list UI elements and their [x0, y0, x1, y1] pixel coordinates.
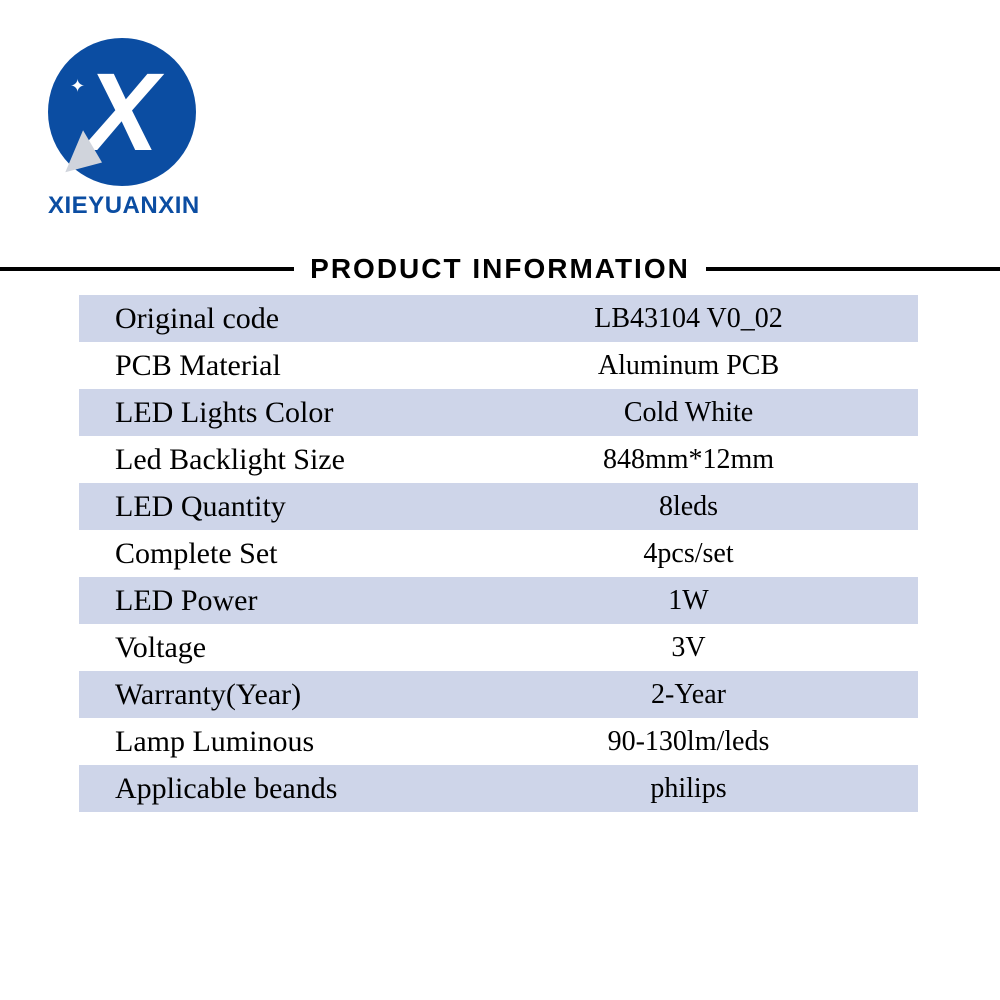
- section-title: PRODUCT INFORMATION: [294, 253, 706, 285]
- logo-star-icon: ✦: [70, 76, 85, 97]
- product-info-table: Original code LB43104 V0_02 PCB Material…: [79, 295, 918, 812]
- spec-value: 2-Year: [459, 679, 918, 711]
- divider-line-right: [706, 267, 1000, 271]
- spec-label: Lamp Luminous: [79, 725, 459, 759]
- spec-label: Complete Set: [79, 537, 459, 571]
- table-row: LED Quantity 8leds: [79, 483, 918, 530]
- spec-label: Voltage: [79, 631, 459, 665]
- spec-value: Cold White: [459, 397, 918, 429]
- spec-label: Led Backlight Size: [79, 443, 459, 477]
- spec-value: 8leds: [459, 491, 918, 523]
- spec-value: 90-130lm/leds: [459, 726, 918, 758]
- table-row: LED Power 1W: [79, 577, 918, 624]
- divider-line-left: [0, 267, 294, 271]
- table-row: PCB Material Aluminum PCB: [79, 342, 918, 389]
- table-row: Voltage 3V: [79, 624, 918, 671]
- table-row: LED Lights Color Cold White: [79, 389, 918, 436]
- spec-label: LED Lights Color: [79, 396, 459, 430]
- spec-label: LED Quantity: [79, 490, 459, 524]
- table-row: Complete Set 4pcs/set: [79, 530, 918, 577]
- table-row: Warranty(Year) 2-Year: [79, 671, 918, 718]
- spec-value: 848mm*12mm: [459, 444, 918, 476]
- spec-label: PCB Material: [79, 349, 459, 383]
- brand-logo-block: ✦ X XIEYUANXIN: [48, 38, 200, 220]
- spec-value: 3V: [459, 632, 918, 664]
- spec-label: LED Power: [79, 584, 459, 618]
- spec-value: 4pcs/set: [459, 538, 918, 570]
- spec-label: Applicable beands: [79, 772, 459, 806]
- brand-name: XIEYUANXIN: [48, 192, 200, 220]
- table-row: Led Backlight Size 848mm*12mm: [79, 436, 918, 483]
- spec-value: 1W: [459, 585, 918, 617]
- section-divider: PRODUCT INFORMATION: [0, 253, 1000, 285]
- logo-circle-icon: ✦ X: [48, 38, 196, 186]
- table-row: Lamp Luminous 90-130lm/leds: [79, 718, 918, 765]
- table-row: Applicable beands philips: [79, 765, 918, 812]
- spec-value: LB43104 V0_02: [459, 303, 918, 335]
- table-row: Original code LB43104 V0_02: [79, 295, 918, 342]
- spec-label: Warranty(Year): [79, 678, 459, 712]
- spec-value: Aluminum PCB: [459, 350, 918, 382]
- spec-value: philips: [459, 773, 918, 805]
- spec-label: Original code: [79, 302, 459, 336]
